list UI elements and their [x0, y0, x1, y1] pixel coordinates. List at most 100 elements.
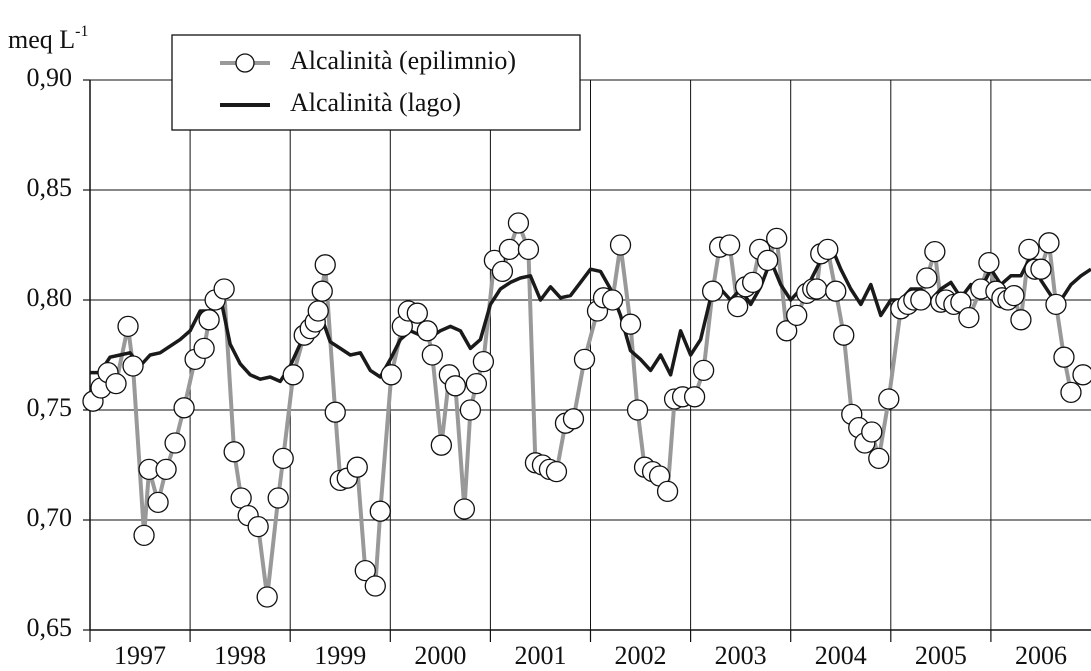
- data-point: [1045, 293, 1067, 316]
- data-point: [692, 359, 715, 382]
- data-point: [213, 278, 235, 300]
- data-point: [1053, 346, 1075, 368]
- data-point: [924, 240, 946, 263]
- legend: Alcalinità (epilimnio) Alcalinità (lago): [171, 34, 581, 131]
- data-point: [311, 280, 333, 302]
- data-point: [1038, 232, 1060, 254]
- x-tick-label: 1999: [314, 641, 366, 670]
- data-point: [833, 324, 855, 346]
- data-point: [726, 295, 749, 318]
- data-point: [878, 388, 900, 410]
- data-point: [619, 313, 642, 335]
- data-point: [786, 304, 808, 327]
- data-point: [861, 421, 883, 443]
- data-point: [517, 238, 540, 261]
- data-point: [223, 441, 245, 463]
- data-point: [364, 575, 386, 597]
- data-point: [267, 487, 289, 509]
- x-tick-label: 2005: [915, 641, 967, 670]
- data-point: [346, 456, 368, 478]
- data-point: [282, 364, 304, 386]
- x-tick-label: 1997: [114, 641, 166, 670]
- data-point: [776, 320, 798, 342]
- data-point: [507, 212, 530, 234]
- data-point: [757, 249, 779, 272]
- data-point: [1010, 309, 1032, 331]
- data-point: [718, 234, 741, 256]
- x-tick-label: 1998: [214, 641, 266, 670]
- data-point: [1072, 364, 1091, 386]
- data-point: [247, 515, 269, 538]
- data-point: [1003, 284, 1025, 307]
- data-point: [122, 355, 144, 377]
- data-point: [958, 306, 980, 329]
- data-point: [1060, 381, 1082, 404]
- y-tick-label: 0,75: [27, 393, 73, 422]
- data-point: [133, 524, 155, 547]
- data-point: [198, 309, 220, 331]
- data-point: [825, 280, 847, 302]
- x-tick-label: 2003: [715, 641, 767, 670]
- data-point: [369, 500, 391, 522]
- data-point: [465, 372, 488, 395]
- data-point: [683, 386, 706, 408]
- data-point: [817, 238, 839, 261]
- data-point: [609, 234, 632, 256]
- data-point: [545, 460, 568, 483]
- data-point: [491, 260, 514, 283]
- legend-box: [171, 34, 581, 131]
- data-point: [324, 401, 346, 423]
- data-point: [193, 337, 215, 360]
- data-point: [868, 447, 890, 470]
- data-point: [459, 399, 482, 421]
- x-tick-label: 2001: [514, 641, 566, 670]
- data-point: [626, 399, 649, 421]
- data-point: [307, 300, 329, 322]
- data-point: [806, 278, 828, 300]
- data-point: [416, 320, 438, 342]
- data-point: [421, 344, 443, 366]
- data-point: [601, 289, 624, 311]
- data-point: [472, 350, 495, 373]
- data-point: [498, 238, 521, 261]
- data-point: [105, 372, 127, 395]
- data-point: [173, 397, 195, 419]
- x-tick-label: 2006: [1015, 641, 1067, 670]
- y-axis-label: meq L-1: [8, 23, 88, 54]
- data-point: [916, 267, 938, 289]
- data-point: [766, 227, 788, 250]
- data-point: [701, 280, 724, 302]
- data-point: [910, 289, 932, 311]
- y-tick-label: 0,70: [27, 503, 73, 532]
- x-tick-label: 2002: [615, 641, 667, 670]
- data-point: [406, 302, 428, 324]
- data-point: [314, 254, 336, 276]
- legend-marker: [235, 53, 255, 73]
- data-point: [272, 447, 294, 470]
- y-tick-label: 0,90: [27, 63, 73, 92]
- data-point: [978, 251, 1000, 274]
- data-point: [155, 458, 177, 481]
- y-axis-unit: meq L: [8, 25, 75, 54]
- data-point: [380, 364, 402, 386]
- y-tick-label: 0,80: [27, 283, 73, 312]
- data-point: [164, 432, 186, 454]
- data-point: [656, 480, 679, 503]
- data-point: [256, 586, 278, 608]
- y-axis-unit-exponent: -1: [75, 23, 88, 40]
- x-tick-label: 2004: [815, 641, 867, 670]
- legend-label: Alcalinità (lago): [290, 88, 461, 117]
- data-point: [1030, 258, 1052, 280]
- data-point: [742, 271, 764, 294]
- data-point: [573, 348, 596, 371]
- data-point: [117, 315, 139, 338]
- data-point: [430, 434, 453, 456]
- data-point: [354, 559, 376, 582]
- y-tick-label: 0,85: [27, 173, 73, 202]
- data-point: [453, 498, 476, 520]
- legend-label: Alcalinità (epilimnio): [290, 46, 516, 75]
- data-point: [562, 408, 585, 430]
- data-point: [1018, 238, 1040, 261]
